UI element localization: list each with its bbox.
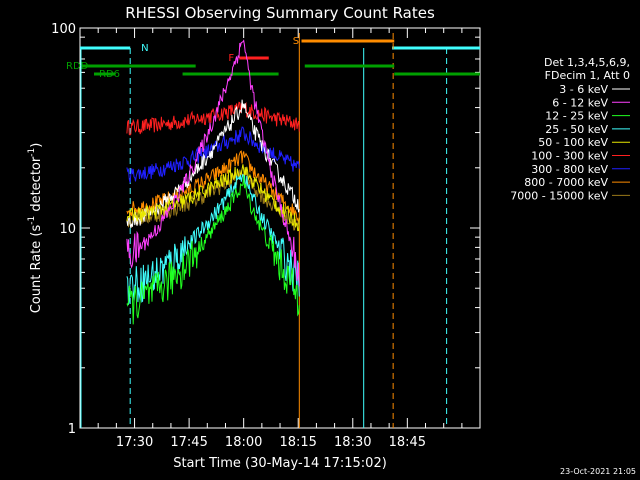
x-axis-label: Start Time (30-May-14 17:15:02): [173, 456, 387, 471]
flag-bars: N S F RDD RD6: [66, 33, 480, 428]
legend-entry: 800 - 7000 keV: [524, 176, 608, 189]
legend: Det 1,3,4,5,6,9,FDecim 1, Att 03 - 6 keV…: [510, 56, 630, 202]
legend-entry: 25 - 50 keV: [545, 123, 608, 136]
x-tick-label: 17:30: [116, 435, 153, 450]
legend-entry: 7000 - 15000 keV: [510, 189, 608, 202]
rdd-label: RDD: [66, 61, 89, 72]
series-line-100-300keV: [126, 101, 300, 136]
rd6-label: RD6: [99, 69, 120, 80]
footer-date: 23-Oct-2021 21:05: [560, 467, 636, 476]
legend-header: Det 1,3,4,5,6,9,: [544, 56, 630, 69]
legend-header: FDecim 1, Att 0: [545, 69, 630, 82]
y-axis: 1 10 100: [51, 22, 480, 437]
x-tick-label: 17:45: [170, 435, 207, 450]
series-line-25-50keV: [126, 173, 300, 305]
y-tick-label: 10: [59, 222, 76, 237]
y-axis-label-mid: detector: [29, 156, 44, 216]
legend-entry: 3 - 6 keV: [559, 83, 608, 96]
y-axis-label-exp2: -1: [27, 148, 37, 157]
y-axis-label-exp1: -1: [27, 216, 37, 225]
flare-label: F: [228, 53, 234, 64]
series-line-50-100keV: [126, 164, 300, 232]
legend-entry: 12 - 25 keV: [545, 110, 608, 123]
x-tick-label: 18:00: [225, 435, 262, 450]
x-tick-label: 18:30: [334, 435, 371, 450]
series-line-800-7000keV: [126, 150, 300, 224]
series-lines: [126, 39, 300, 325]
sunrise-label: S: [293, 36, 299, 47]
legend-entry: 50 - 100 keV: [538, 136, 608, 149]
y-axis-label-main: Count Rate (s: [29, 225, 44, 314]
series-line-300-800keV: [126, 126, 300, 183]
chart-title: RHESSI Observing Summary Count Rates: [125, 4, 435, 22]
series-line-6-12keV: [126, 39, 300, 287]
x-axis: 17:30 17:45 18:00 18:15 18:30 18:45: [79, 28, 463, 450]
legend-entry: 100 - 300 keV: [531, 150, 608, 163]
x-tick-label: 18:45: [389, 435, 426, 450]
series-line-12-25keV: [126, 175, 300, 325]
x-tick-label: 18:15: [279, 435, 316, 450]
legend-entry: 6 - 12 keV: [552, 96, 608, 109]
series-line-3-6keV: [126, 99, 300, 228]
y-axis-label: Count Rate (s-1 detector-1): [27, 143, 44, 314]
plot-frame: [79, 27, 481, 429]
y-tick-label: 100: [51, 22, 76, 37]
y-axis-label-end: ): [29, 143, 44, 148]
y-tick-label: 1: [68, 422, 76, 437]
saa-label: N: [141, 43, 148, 54]
legend-entry: 300 - 800 keV: [531, 163, 608, 176]
